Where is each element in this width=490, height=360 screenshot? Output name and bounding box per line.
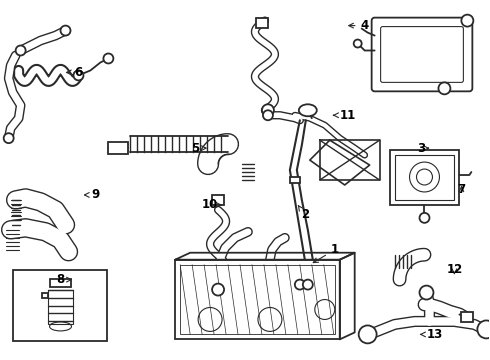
- Circle shape: [303, 280, 313, 289]
- Circle shape: [359, 325, 377, 343]
- Circle shape: [477, 320, 490, 338]
- Circle shape: [354, 40, 362, 48]
- Text: 12: 12: [446, 263, 463, 276]
- Circle shape: [462, 15, 473, 27]
- Text: 2: 2: [298, 206, 309, 221]
- Bar: [108, 142, 128, 154]
- Bar: [42, 293, 48, 298]
- Text: 13: 13: [420, 328, 442, 341]
- Text: 7: 7: [457, 184, 465, 197]
- Bar: [212, 195, 224, 205]
- Text: 1: 1: [313, 243, 339, 262]
- Text: 8: 8: [56, 273, 71, 286]
- Bar: [49, 279, 72, 287]
- Circle shape: [263, 110, 273, 120]
- Circle shape: [295, 280, 305, 289]
- Text: 4: 4: [349, 19, 369, 32]
- Circle shape: [16, 45, 25, 55]
- Circle shape: [103, 54, 113, 63]
- Text: 11: 11: [334, 109, 356, 122]
- Circle shape: [212, 284, 224, 296]
- Circle shape: [74, 71, 83, 80]
- Circle shape: [4, 133, 14, 143]
- Bar: [180, 265, 335, 334]
- Bar: [390, 150, 460, 205]
- Circle shape: [262, 104, 274, 116]
- Circle shape: [61, 26, 71, 36]
- Bar: [462, 312, 473, 323]
- Bar: [256, 18, 268, 28]
- Circle shape: [419, 285, 434, 300]
- Text: 3: 3: [417, 141, 429, 155]
- Bar: [48, 289, 74, 324]
- Ellipse shape: [299, 104, 317, 116]
- Text: 6: 6: [67, 66, 83, 79]
- Bar: [13, 270, 107, 341]
- Text: 5: 5: [191, 141, 206, 155]
- Bar: [290, 176, 300, 184]
- Bar: [175, 260, 340, 339]
- Text: 9: 9: [84, 188, 99, 202]
- Circle shape: [439, 82, 450, 94]
- Circle shape: [419, 213, 429, 223]
- Bar: [394, 155, 454, 200]
- Text: 10: 10: [202, 198, 221, 211]
